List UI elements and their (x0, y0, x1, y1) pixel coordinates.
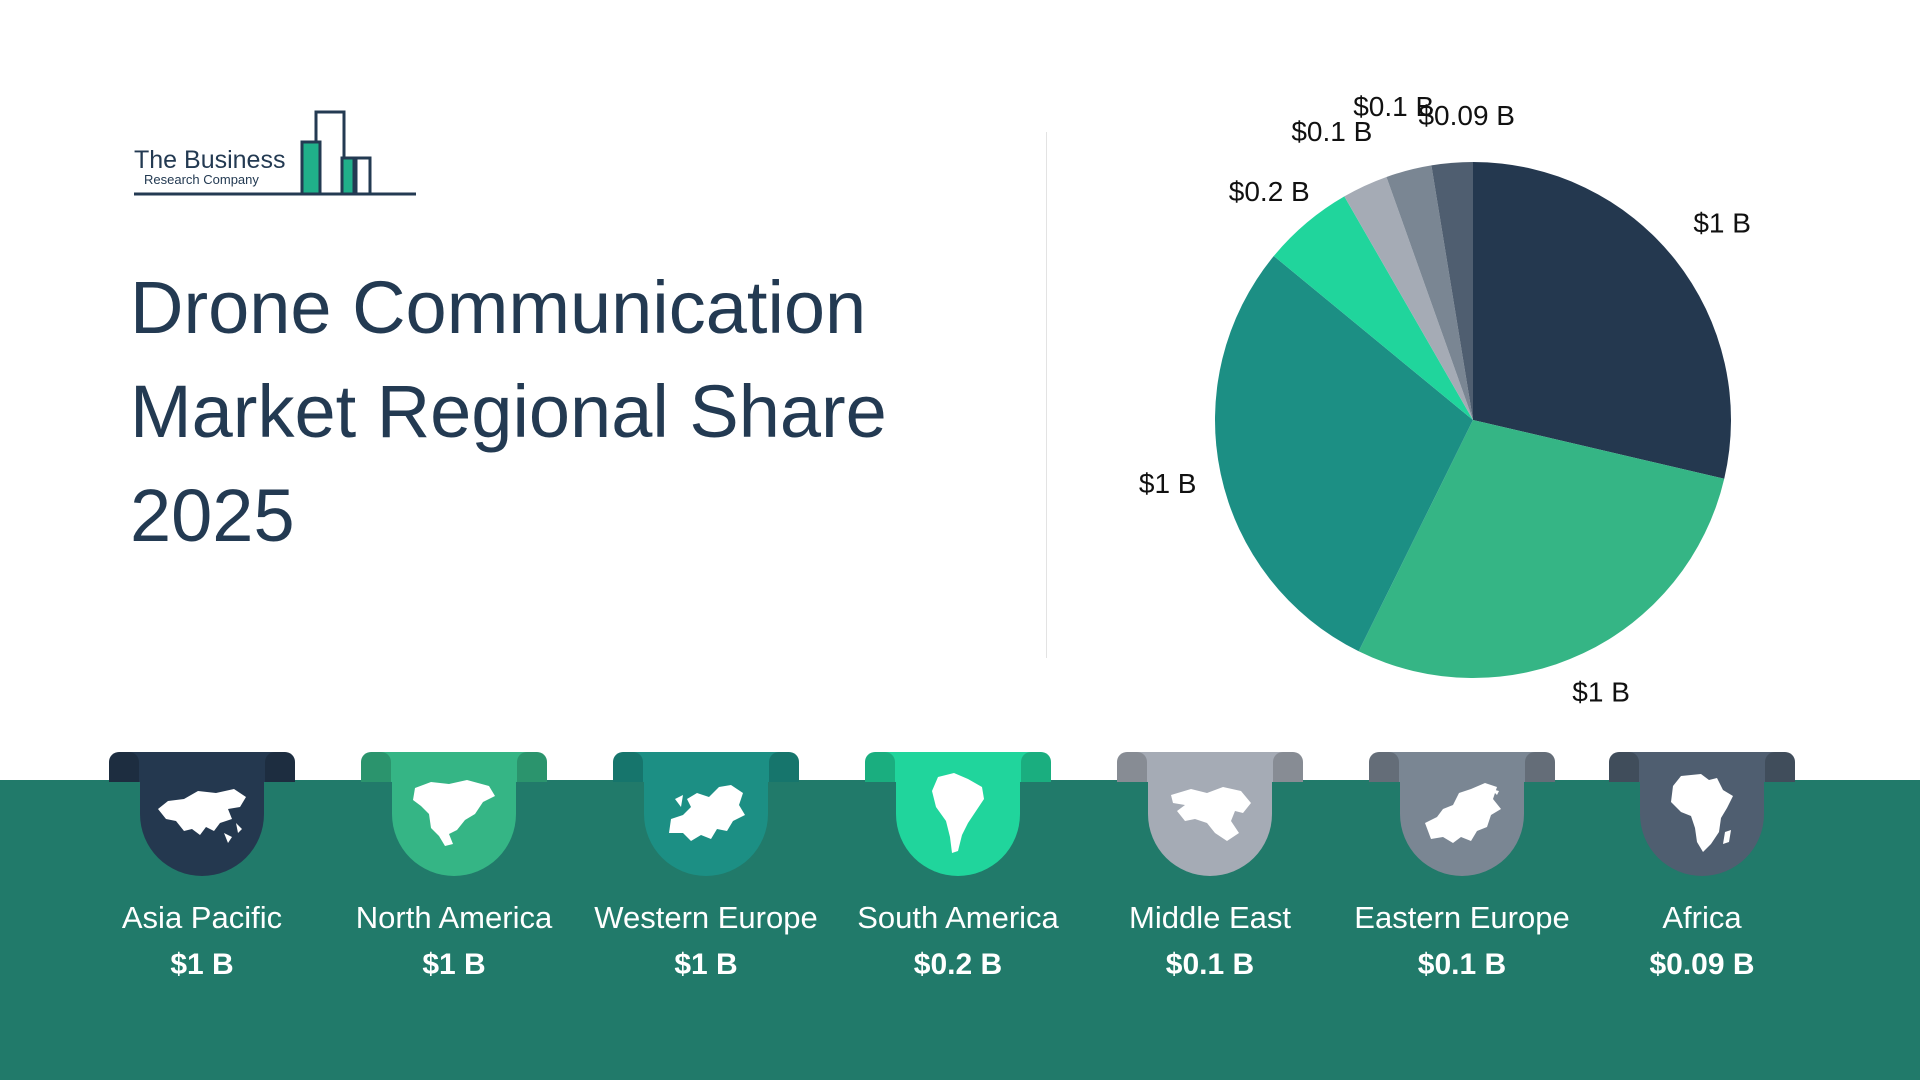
south-america-map-icon (932, 773, 984, 853)
region-card-africa: Africa $0.09 B (1582, 752, 1822, 1012)
pie-label-asia-pacific: $1 B (1693, 207, 1751, 238)
region-card-eastern-europe: Eastern Europe $0.1 B (1342, 752, 1582, 1012)
pie-slice-south-america (1273, 196, 1473, 420)
title-line-2: Market Regional Share (130, 370, 887, 453)
region-name: Eastern Europe (1354, 900, 1570, 935)
region-name: Western Europe (594, 900, 818, 935)
pie-label-africa: $0.09 B (1418, 100, 1515, 131)
region-name: South America (857, 900, 1059, 935)
region-value: $0.1 B (1417, 948, 1507, 981)
region-name: Middle East (1129, 900, 1291, 935)
region-card-western-europe: Western Europe $1 B (586, 752, 826, 1012)
region-value: $1 B (170, 948, 234, 981)
region-value: $0.09 B (1649, 948, 1755, 981)
title-line-1: Drone Communication (130, 266, 867, 349)
africa-map-icon (1671, 774, 1733, 852)
pie-label-north-america: $1 B (1572, 676, 1630, 707)
region-shield (140, 752, 264, 876)
eastern-europe-map-icon (1425, 783, 1501, 843)
region-name: Africa (1662, 900, 1742, 935)
north-america-map-icon (413, 780, 495, 846)
region-shield (896, 752, 1020, 876)
title-line-3: 2025 (130, 474, 295, 557)
logo-buildings-icon (134, 110, 416, 196)
pie-slice-north-america (1358, 420, 1725, 678)
company-logo: The Business Research Company (134, 108, 434, 198)
asia-map-icon (158, 789, 246, 843)
region-card-middle-east: Middle East $0.1 B (1090, 752, 1330, 1012)
pie-slice-asia-pacific (1473, 162, 1731, 479)
region-shield (1148, 752, 1272, 876)
region-shield (644, 752, 768, 876)
page-title: Drone Communication Market Regional Shar… (130, 256, 950, 568)
pie-chart: $1 B$1 B$1 B$0.2 B$0.1 B$0.1 B$0.09 B (1139, 91, 1751, 707)
pie-slice-africa (1431, 162, 1473, 420)
pie-label-south-america: $0.2 B (1229, 176, 1310, 207)
region-value: $0.1 B (1165, 948, 1255, 981)
pie-label-eastern-europe: $0.1 B (1353, 91, 1434, 122)
region-name: Asia Pacific (121, 900, 283, 935)
pie-label-western-europe: $1 B (1139, 468, 1197, 499)
region-card-north-america: North America $1 B (334, 752, 574, 1012)
region-shield (1400, 752, 1524, 876)
region-value: $1 B (422, 948, 486, 981)
region-value: $1 B (674, 948, 738, 981)
pie-slice-western-europe (1215, 256, 1473, 652)
pie-slice-middle-east (1344, 176, 1473, 420)
logo-text-secondary: Research Company (144, 172, 259, 187)
region-shield (392, 752, 516, 876)
region-card-asia-pacific: Asia Pacific $1 B (82, 752, 322, 1012)
region-shield (1640, 752, 1764, 876)
region-value: $0.2 B (913, 948, 1003, 981)
pie-label-middle-east: $0.1 B (1291, 116, 1372, 147)
logo-text-primary: The Business (134, 146, 286, 174)
pie-slice-eastern-europe (1386, 165, 1473, 420)
vertical-divider (1046, 132, 1047, 658)
region-card-south-america: South America $0.2 B (838, 752, 1078, 1012)
western-europe-map-icon (669, 785, 745, 841)
region-name: North America (355, 900, 553, 935)
middle-east-map-icon (1171, 787, 1251, 841)
